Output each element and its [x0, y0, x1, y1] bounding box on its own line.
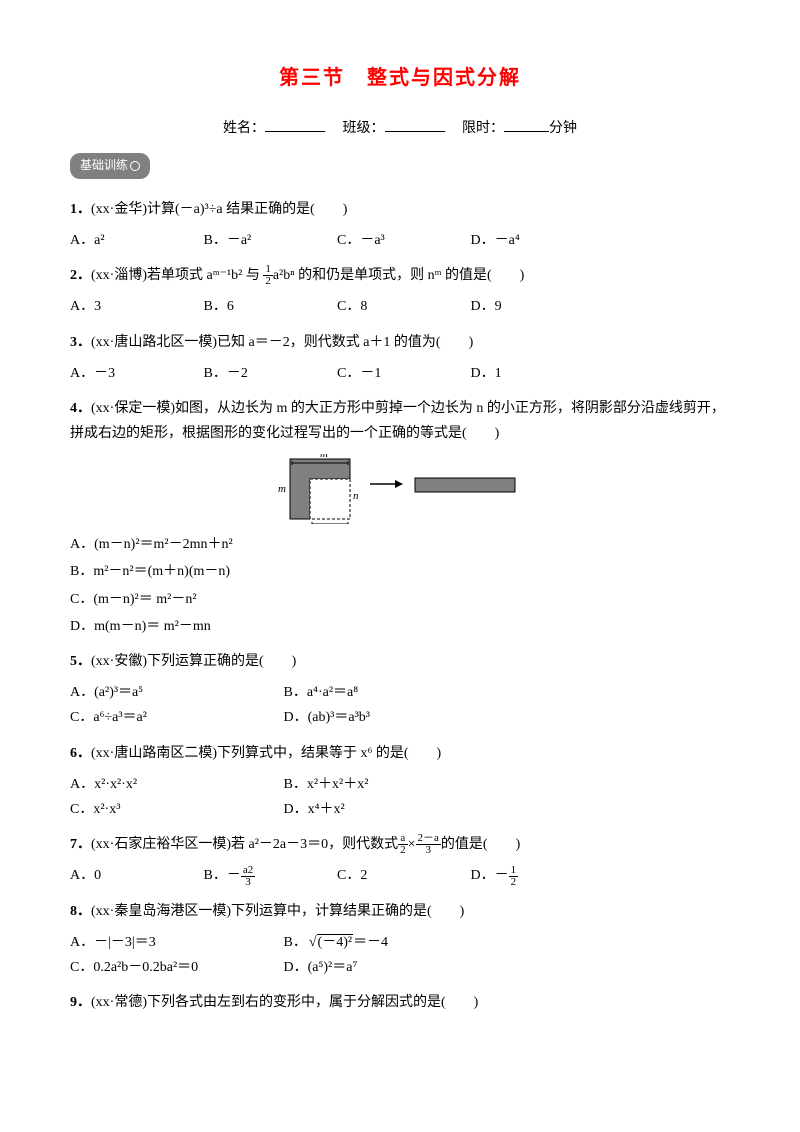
q6-options: A．x²·x²·x² B．x²＋x²＋x² C．x²·x³ D．x⁴＋x²	[70, 772, 730, 822]
arrow-icon	[370, 480, 403, 488]
q2-options: A．3 B．6 C．8 D．9	[70, 294, 730, 319]
q7-opt-c[interactable]: C．2	[337, 863, 457, 888]
q7-options: A．0 B．－a23 C．2 D．－12	[70, 863, 730, 888]
question-6: 6．(xx·唐山路南区二模)下列算式中，结果等于 x⁶ 的是( )	[70, 741, 730, 766]
q3-opt-d[interactable]: D．1	[471, 361, 591, 386]
time-label: 限时：	[462, 121, 504, 136]
badge-circle-icon	[130, 161, 140, 171]
q3-opt-b[interactable]: B．－2	[204, 361, 324, 386]
q8-number: 8．	[70, 904, 91, 919]
q7-number: 7．	[70, 837, 91, 852]
q8-opt-c[interactable]: C．0.2a²b－0.2ba²＝0	[70, 955, 270, 980]
q5-number: 5．	[70, 654, 91, 669]
q2-opt-a[interactable]: A．3	[70, 294, 190, 319]
q7-opt-a[interactable]: A．0	[70, 863, 190, 888]
q4-opt-a[interactable]: A．(m－n)²＝m²－2mn＋n²	[70, 532, 730, 557]
question-8: 8．(xx·秦皇岛海港区一模)下列运算中，计算结果正确的是( )	[70, 899, 730, 924]
student-info-line: 姓名： 班级： 限时： 分钟	[70, 116, 730, 141]
q7-opt-d[interactable]: D．－12	[471, 863, 591, 888]
worksheet-page: 第三节 整式与因式分解 姓名： 班级： 限时： 分钟 基础训练 1．(xx·金华)…	[0, 0, 800, 1061]
q4-figure: m m n n	[70, 454, 730, 524]
q1-opt-c[interactable]: C．－a³	[337, 228, 457, 253]
q6-opt-a[interactable]: A．x²·x²·x²	[70, 772, 270, 797]
q6-number: 6．	[70, 746, 91, 761]
q7-opt-b[interactable]: B．－a23	[204, 863, 324, 888]
q8-opt-d[interactable]: D．(a⁵)²＝a⁷	[284, 955, 484, 980]
badge-text: 基础训练	[80, 158, 128, 172]
q7-frac1: a2	[398, 833, 408, 856]
q4-opt-c[interactable]: C．(m－n)²＝ m²－n²	[70, 587, 730, 612]
question-5: 5．(xx·安徽)下列运算正确的是( )	[70, 649, 730, 674]
result-rectangle	[415, 478, 515, 492]
page-title: 第三节 整式与因式分解	[70, 60, 730, 96]
q7-mid: ×	[408, 837, 416, 852]
class-label: 班级：	[343, 121, 385, 136]
question-9: 9．(xx·常德)下列各式由左到右的变形中，属于分解因式的是( )	[70, 990, 730, 1015]
q3-text: (xx·唐山路北区一模)已知 a＝－2，则代数式 a＋1 的值为( )	[91, 335, 473, 350]
q6-text: (xx·唐山路南区二模)下列算式中，结果等于 x⁶ 的是( )	[91, 746, 441, 761]
q3-opt-a[interactable]: A．－3	[70, 361, 190, 386]
q9-number: 9．	[70, 995, 91, 1010]
q5-text: (xx·安徽)下列运算正确的是( )	[91, 654, 296, 669]
question-2: 2．(xx·淄博)若单项式 aᵐ⁻¹b² 与 12a²bⁿ 的和仍是单项式，则 …	[70, 263, 730, 288]
q7-text-pre: (xx·石家庄裕华区一模)若 a²－2a－3＝0，则代数式	[91, 837, 398, 852]
q1-number: 1．	[70, 202, 91, 217]
q5-opt-d[interactable]: D．(ab)³＝a³b³	[284, 705, 484, 730]
q5-opt-a[interactable]: A．(a²)³＝a⁵	[70, 680, 270, 705]
q1-opt-d[interactable]: D．－a⁴	[471, 228, 591, 253]
name-label: 姓名：	[223, 121, 265, 136]
q6-opt-d[interactable]: D．x⁴＋x²	[284, 797, 484, 822]
q2-number: 2．	[70, 268, 91, 283]
question-4: 4．(xx·保定一模)如图，从边长为 m 的大正方形中剪掉一个边长为 n 的小正…	[70, 396, 730, 446]
q4-number: 4．	[70, 401, 91, 416]
section-badge: 基础训练	[70, 153, 150, 179]
square-cut-diagram: m m n n	[250, 454, 550, 524]
label-m-top: m	[320, 454, 328, 460]
q1-options: A．a² B．－a² C．－a³ D．－a⁴	[70, 228, 730, 253]
label-m-left: m	[278, 483, 286, 495]
q8-options: A．－|－3|＝3 B．(－4)²＝－4 C．0.2a²b－0.2ba²＝0 D…	[70, 930, 730, 980]
q6-opt-c[interactable]: C．x²·x³	[70, 797, 270, 822]
q2-fraction: 12	[263, 264, 273, 287]
q1-opt-a[interactable]: A．a²	[70, 228, 190, 253]
q4-options: A．(m－n)²＝m²－2mn＋n² B．m²－n²＝(m＋n)(m－n) C．…	[70, 532, 730, 639]
q9-text: (xx·常德)下列各式由左到右的变形中，属于分解因式的是( )	[91, 995, 478, 1010]
class-blank[interactable]	[385, 118, 445, 132]
q1-text: (xx·金华)计算(－a)³÷a 结果正确的是( )	[91, 202, 347, 217]
q5-options: A．(a²)³＝a⁵ B．a⁴·a²＝a⁸ C．a⁶÷a³＝a² D．(ab)³…	[70, 680, 730, 730]
q1-opt-b[interactable]: B．－a²	[204, 228, 324, 253]
q2-text-post: a²bⁿ 的和仍是单项式，则 nᵐ 的值是( )	[273, 268, 525, 283]
name-blank[interactable]	[265, 118, 325, 132]
q2-opt-c[interactable]: C．8	[337, 294, 457, 319]
q6-opt-b[interactable]: B．x²＋x²＋x²	[284, 772, 484, 797]
label-n-right: n	[353, 490, 359, 502]
time-unit: 分钟	[549, 121, 577, 136]
q4-text: (xx·保定一模)如图，从边长为 m 的大正方形中剪掉一个边长为 n 的小正方形…	[70, 401, 725, 441]
sqrt-icon: (－4)²	[307, 930, 353, 955]
q7-text-post: 的值是( )	[441, 837, 520, 852]
q2-opt-d[interactable]: D．9	[471, 294, 591, 319]
q7-frac2: 2－a3	[416, 833, 441, 856]
question-1: 1．(xx·金华)计算(－a)³÷a 结果正确的是( )	[70, 197, 730, 222]
q4-opt-d[interactable]: D．m(m－n)＝ m²－mn	[70, 614, 730, 639]
question-3: 3．(xx·唐山路北区一模)已知 a＝－2，则代数式 a＋1 的值为( )	[70, 330, 730, 355]
q8-opt-a[interactable]: A．－|－3|＝3	[70, 930, 270, 955]
q8-opt-b[interactable]: B．(－4)²＝－4	[284, 930, 484, 955]
q3-opt-c[interactable]: C．－1	[337, 361, 457, 386]
q8-text: (xx·秦皇岛海港区一模)下列运算中，计算结果正确的是( )	[91, 904, 464, 919]
q4-opt-b[interactable]: B．m²－n²＝(m＋n)(m－n)	[70, 559, 730, 584]
q5-opt-c[interactable]: C．a⁶÷a³＝a²	[70, 705, 270, 730]
q3-number: 3．	[70, 335, 91, 350]
q3-options: A．－3 B．－2 C．－1 D．1	[70, 361, 730, 386]
q5-opt-b[interactable]: B．a⁴·a²＝a⁸	[284, 680, 484, 705]
time-blank[interactable]	[504, 118, 549, 132]
question-7: 7．(xx·石家庄裕华区一模)若 a²－2a－3＝0，则代数式a2×2－a3的值…	[70, 832, 730, 857]
q2-text-pre: (xx·淄博)若单项式 aᵐ⁻¹b² 与	[91, 268, 263, 283]
q2-opt-b[interactable]: B．6	[204, 294, 324, 319]
